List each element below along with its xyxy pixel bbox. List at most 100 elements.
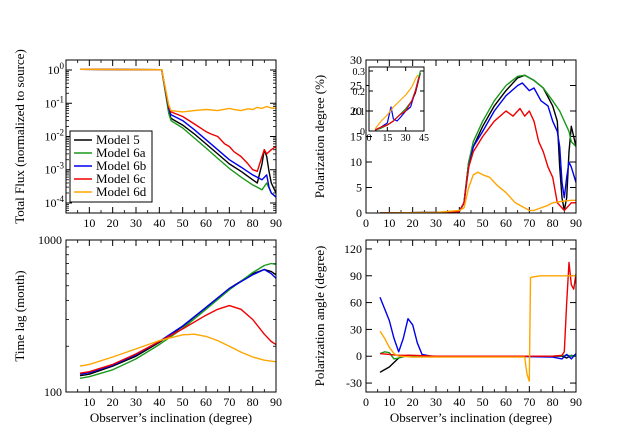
y-tick-base: 10 xyxy=(45,130,57,144)
series-line-model-6d xyxy=(374,74,419,130)
y-tick-label: 10-2 xyxy=(45,128,65,144)
x-tick-label: 30 xyxy=(130,216,142,230)
plot-frame xyxy=(65,239,277,393)
plot-frame xyxy=(365,59,577,214)
x-tick-label: 90 xyxy=(570,395,582,409)
legend-label: Model 6d xyxy=(96,184,147,199)
x-tick-label: 40 xyxy=(153,216,165,230)
series-group xyxy=(379,261,576,382)
y-tick-label: 120 xyxy=(344,242,362,256)
x-tick-label: 80 xyxy=(247,216,259,230)
x-tick-label: 50 xyxy=(477,395,489,409)
series-line-model-6c xyxy=(374,76,420,131)
y-tick-label: 0 xyxy=(360,127,365,138)
legend-label: Model 6a xyxy=(96,145,146,160)
series-line-model-6c xyxy=(379,261,576,357)
x-tick-label: 45 xyxy=(419,133,429,144)
x-tick-label: 0 xyxy=(363,216,369,230)
series-line-model-6a xyxy=(79,68,276,198)
series-line-model-6d xyxy=(79,68,276,113)
legend-label: Model 6b xyxy=(96,158,146,173)
y-tick-label: 25 xyxy=(350,79,362,93)
x-tick-label: 40 xyxy=(153,395,165,409)
y-tick-label: 1000 xyxy=(38,233,62,247)
y-tick-label: 20 xyxy=(350,104,362,118)
y-tick-exponent: 0 xyxy=(60,61,65,71)
series-line-model-6b xyxy=(374,76,420,131)
x-tick-label: 30 xyxy=(430,395,442,409)
y-tick-base: 10 xyxy=(48,63,60,77)
x-tick-label: 20 xyxy=(407,395,419,409)
x-tick-label: 0 xyxy=(363,395,369,409)
x-tick-label: 60 xyxy=(200,395,212,409)
x-tick-label: 70 xyxy=(223,395,235,409)
y-axis-label: Polarization degree (%) xyxy=(312,75,327,198)
y-axis-label: Time lag (month) xyxy=(12,270,27,361)
y-tick-label: 60 xyxy=(350,296,362,310)
series-group xyxy=(379,74,576,213)
x-tick-label: 30 xyxy=(401,133,411,144)
x-tick-label: 40 xyxy=(453,216,465,230)
y-tick-label: 10-3 xyxy=(45,161,65,177)
x-tick-label: 80 xyxy=(247,395,259,409)
y-tick-label: 30 xyxy=(350,53,362,67)
plot-frame xyxy=(368,66,425,132)
x-tick-label: 20 xyxy=(407,216,419,230)
y-tick-label: 15 xyxy=(350,130,362,144)
y-tick-base: 10 xyxy=(45,196,57,210)
x-tick-label: 50 xyxy=(177,395,189,409)
x-tick-label: 70 xyxy=(523,216,535,230)
panel-pol_degree: 0 10 20 30 40 50 60 70 80 90 0 5 10 15 20 25 30 Polarizat… xyxy=(312,53,582,230)
legend-label: Model 6c xyxy=(96,171,146,186)
panel-pol_angle: 0 10 20 30 40 50 60 70 80 90-300306090120Polariza… xyxy=(312,239,582,425)
legend-label: Model 5 xyxy=(96,132,140,147)
series-group xyxy=(79,68,276,198)
x-tick-label: 10 xyxy=(383,216,395,230)
y-tick-base: 10 xyxy=(45,96,57,110)
series-group xyxy=(79,262,276,379)
y-tick-label: 0.2 xyxy=(353,87,366,98)
y-tick-label: 0 xyxy=(356,206,362,220)
y-axis-label: Total Flux (normalized to source) xyxy=(12,49,27,224)
y-tick-label: 90 xyxy=(350,269,362,283)
x-tick-label: 90 xyxy=(270,216,282,230)
y-tick-label: 100 xyxy=(44,385,62,399)
x-tick-label: 20 xyxy=(107,395,119,409)
y-tick-exponent: -4 xyxy=(57,194,65,204)
x-tick-label: 70 xyxy=(523,395,535,409)
series-line-model-6a xyxy=(79,262,276,379)
series-line-model-6c xyxy=(79,68,276,172)
y-tick-label: 0.1 xyxy=(353,107,366,118)
series-line-model-5 xyxy=(79,268,276,377)
y-tick-exponent: -3 xyxy=(57,161,65,171)
y-tick-label: 10 xyxy=(350,155,362,169)
x-axis-label: Observer’s inclination (degree) xyxy=(90,410,252,425)
x-tick-label: 30 xyxy=(430,216,442,230)
y-tick-base: 10 xyxy=(45,163,57,177)
series-line-model-6c xyxy=(379,107,576,213)
y-tick-label: 0 xyxy=(356,349,362,363)
x-axis-label: Observer’s inclination (degree) xyxy=(390,410,552,425)
y-tick-label: 5 xyxy=(356,181,362,195)
y-axis-label: Polarization angle (degree) xyxy=(312,246,327,387)
x-tick-label: 40 xyxy=(453,395,465,409)
panel-time_lag: 10 20 30 40 50 60 70 80 90 100 1000 Time lag (month… xyxy=(12,233,282,425)
series-line-model-6d xyxy=(379,171,576,213)
x-tick-label: 30 xyxy=(130,395,142,409)
y-tick-exponent: -2 xyxy=(57,128,65,138)
y-tick-exponent: -1 xyxy=(57,94,65,104)
y-tick-label: 0.3 xyxy=(353,67,366,78)
series-line-model-6b xyxy=(79,268,276,375)
series-line-model-6c xyxy=(79,304,276,374)
y-tick-label: 100 xyxy=(48,61,65,77)
x-tick-label: 80 xyxy=(547,395,559,409)
x-tick-label: 70 xyxy=(223,216,235,230)
series-line-model-6b xyxy=(379,296,576,360)
series-line-model-5 xyxy=(379,354,576,373)
series-group xyxy=(374,70,421,131)
y-tick-label: 10-4 xyxy=(45,194,65,210)
plot-frame xyxy=(365,239,577,393)
x-tick-label: 0 xyxy=(367,133,372,144)
